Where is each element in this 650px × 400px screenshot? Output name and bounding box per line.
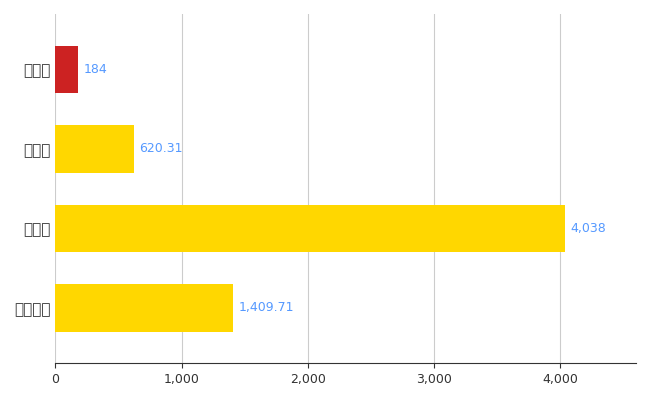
Text: 1,409.71: 1,409.71 xyxy=(239,301,294,314)
Text: 184: 184 xyxy=(84,63,107,76)
Bar xyxy=(55,284,233,332)
Text: 620.31: 620.31 xyxy=(138,142,182,156)
Bar xyxy=(55,46,79,93)
Text: 4,038: 4,038 xyxy=(570,222,606,235)
Bar xyxy=(55,204,565,252)
Bar xyxy=(55,125,134,173)
